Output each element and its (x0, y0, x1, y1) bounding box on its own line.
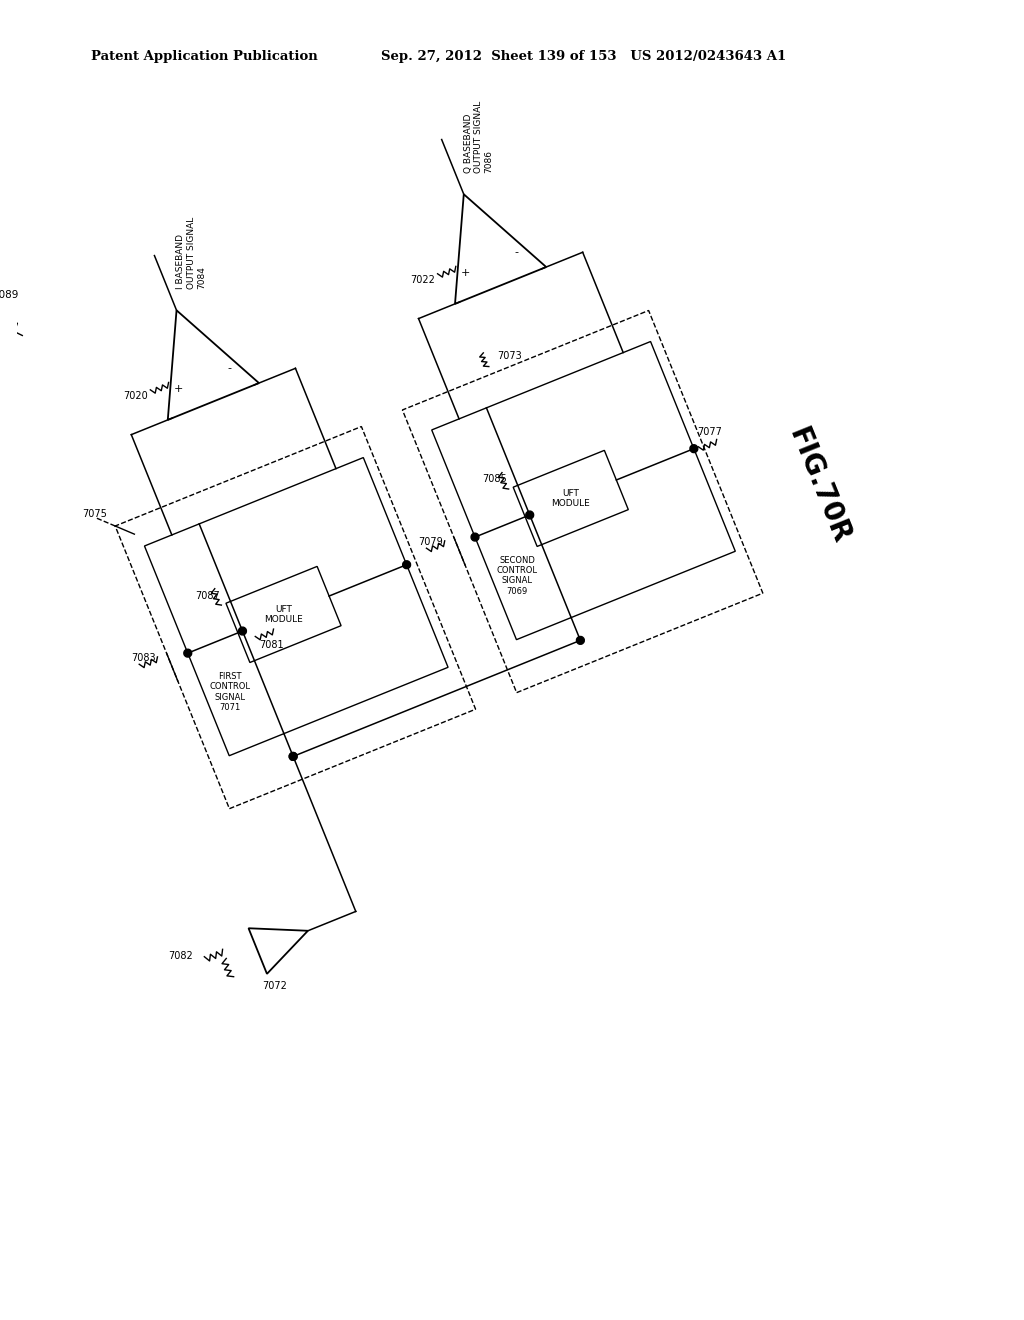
Text: 7072: 7072 (262, 981, 287, 991)
Text: SECOND
CONTROL
SIGNAL
7069: SECOND CONTROL SIGNAL 7069 (497, 556, 538, 595)
Text: 7082: 7082 (169, 950, 194, 961)
Circle shape (690, 445, 697, 453)
Text: 7075: 7075 (82, 508, 106, 519)
Text: FIG.70R: FIG.70R (783, 424, 855, 548)
Bar (144, 458, 449, 756)
Text: 7022: 7022 (410, 275, 435, 285)
Text: UFT
MODULE: UFT MODULE (551, 488, 590, 508)
Circle shape (184, 649, 191, 657)
Text: FIRST
CONTROL
SIGNAL
7071: FIRST CONTROL SIGNAL 7071 (209, 672, 251, 711)
Text: 7085: 7085 (482, 474, 507, 484)
Text: Patent Application Publication: Patent Application Publication (91, 50, 317, 63)
Text: Q BASEBAND
OUTPUT SIGNAL
7086: Q BASEBAND OUTPUT SIGNAL 7086 (464, 100, 494, 173)
Text: 7081: 7081 (259, 640, 284, 651)
Circle shape (471, 533, 479, 541)
Bar (226, 566, 341, 663)
Text: -: - (515, 247, 519, 257)
Text: UFT
MODULE: UFT MODULE (264, 605, 303, 624)
Text: -: - (227, 363, 231, 374)
Text: I BASEBAND
OUTPUT SIGNAL
7084: I BASEBAND OUTPUT SIGNAL 7084 (176, 216, 206, 289)
Circle shape (577, 636, 585, 644)
Text: 7087: 7087 (195, 590, 219, 601)
Text: +: + (174, 384, 183, 393)
Circle shape (402, 561, 411, 569)
Bar (402, 310, 763, 693)
Bar (432, 342, 735, 640)
Text: 7073: 7073 (498, 351, 522, 362)
Text: 7089: 7089 (0, 290, 18, 300)
Text: 7077: 7077 (697, 426, 722, 437)
Text: +: + (461, 268, 471, 279)
Bar (513, 450, 629, 546)
Circle shape (289, 752, 297, 760)
Bar (115, 426, 475, 809)
Text: 7020: 7020 (123, 391, 147, 401)
Text: 7083: 7083 (131, 652, 156, 663)
Circle shape (289, 752, 297, 760)
Text: Sep. 27, 2012  Sheet 139 of 153   US 2012/0243643 A1: Sep. 27, 2012 Sheet 139 of 153 US 2012/0… (381, 50, 786, 63)
Circle shape (239, 627, 247, 635)
Circle shape (525, 511, 534, 519)
Text: 7079: 7079 (418, 537, 442, 546)
